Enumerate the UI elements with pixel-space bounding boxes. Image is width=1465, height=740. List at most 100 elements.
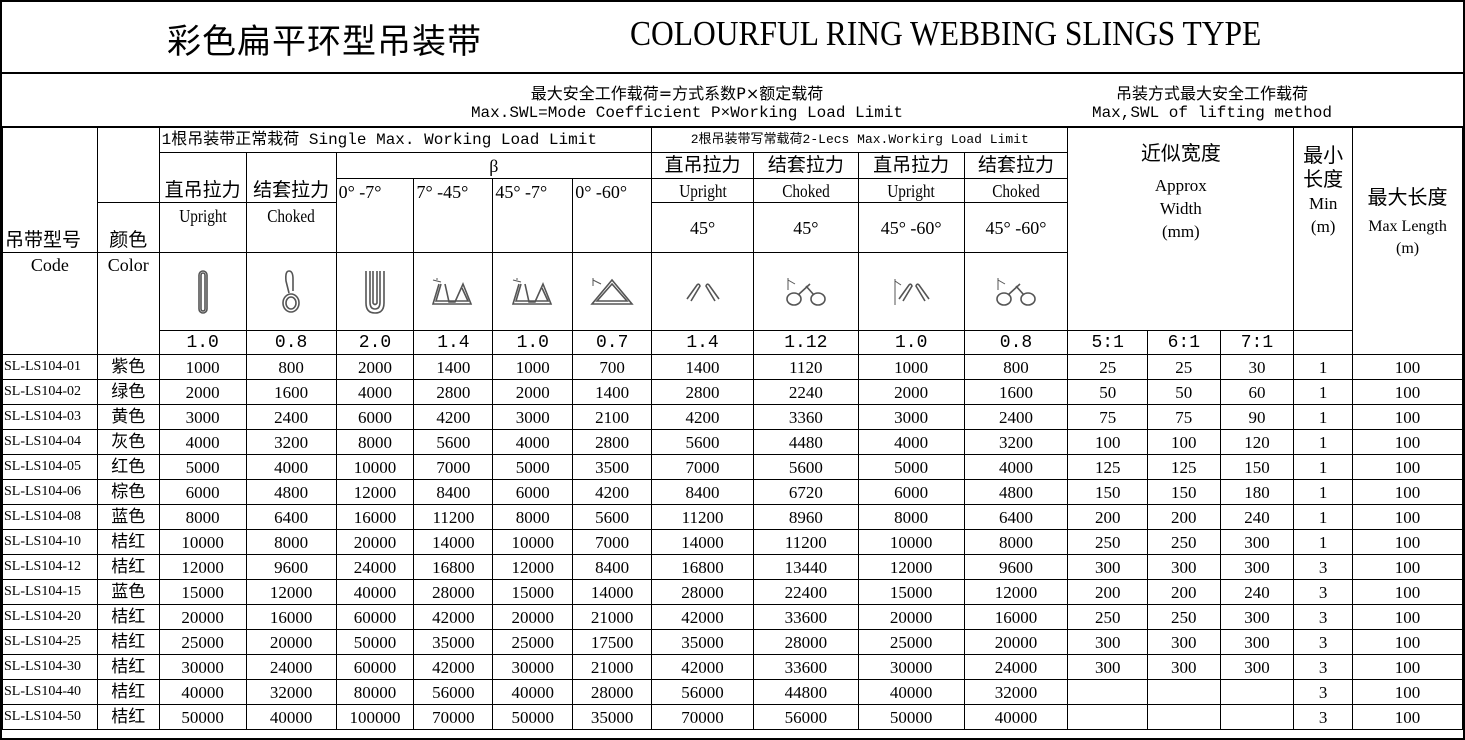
cell-beta-0-60: 8400 [572,554,653,580]
cell-beta-0-60: 4200 [572,479,653,505]
diagram-cell [245,252,337,331]
cell-two-upright-45-60: 40000 [857,679,965,705]
cell-beta-0-60: 2100 [572,404,653,430]
cell-min-length: 1 [1293,404,1354,430]
cell-width-7-1: 300 [1219,529,1295,555]
cell-min-length: 1 [1293,354,1354,380]
mode-coefficient: 1.0 [857,330,965,355]
cell-width-7-1: 30 [1219,354,1295,380]
cell-width-7-1: 60 [1219,379,1295,405]
cell-two-choked-45: 56000 [752,704,859,730]
cell-single-upright: 20000 [158,604,247,630]
cell-single-upright: 50000 [158,704,247,730]
cell-code: SL-LS104-05 [2,454,98,480]
cell-two-upright-45: 11200 [651,504,754,530]
table-row: SL-LS104-08 蓝色 8000 6400 16000 11200 8000 5600 1… [2,504,1463,530]
min-en: Min [1309,194,1338,213]
cell-beta-7-45: 42000 [413,654,494,680]
cell-two-upright-45-60: 15000 [857,579,965,605]
cell-beta-0-60: 3500 [572,454,653,480]
choked-loop-icon [247,269,335,315]
cell-width-6-1: 300 [1146,654,1221,680]
cell-beta-45-7: 40000 [492,679,574,705]
cell-two-upright-45: 42000 [651,654,754,680]
title-cn: 彩色扁平环型吊装带 [167,22,482,62]
cell-two-upright-45: 16800 [651,554,754,580]
cell-two-upright-45: 7000 [651,454,754,480]
cell-width-6-1: 150 [1146,479,1221,505]
min-cn1: 最小 [1303,143,1344,167]
cell-single-choked: 4800 [245,479,337,505]
table-row: SL-LS104-20 桔红 20000 16000 60000 42000 20000 21… [2,604,1463,630]
two-upright-cn: 直吊拉力 [651,152,754,179]
cell-width-5-1: 250 [1067,529,1148,555]
cell-single-choked: 32000 [245,679,337,705]
cell-beta-45-7: 30000 [492,654,574,680]
cell-two-choked-45-60: 800 [963,354,1069,380]
upright-loop-icon [160,269,245,315]
cell-width-7-1: 300 [1219,554,1295,580]
max-length-header: 最大长度 Max Length (m) [1352,126,1463,355]
cell-beta-0-60: 14000 [572,579,653,605]
cell-min-length: 3 [1293,704,1354,730]
width-cn: 近似宽度 [1140,141,1221,165]
cell-min-length: 1 [1293,379,1354,405]
cell-two-upright-45: 70000 [651,704,754,730]
cell-single-upright: 12000 [158,554,247,580]
mode-coefficient: 1.0 [492,330,574,355]
cell-code: SL-LS104-10 [2,529,98,555]
table-row: SL-LS104-10 桔红 10000 8000 20000 14000 10000 700… [2,529,1463,555]
cell-max-length: 100 [1352,379,1463,405]
table-row: SL-LS104-15 蓝色 15000 12000 40000 28000 15000 14… [2,579,1463,605]
cell-single-choked: 2400 [245,404,337,430]
title-bar: 彩色扁平环型吊装带 COLOURFUL RING WEBBING SLINGS … [2,2,1463,74]
table-row: SL-LS104-04 灰色 4000 3200 8000 5600 4000 2800 560… [2,429,1463,455]
cell-two-upright-45-60: 4000 [857,429,965,455]
cell-beta-0-60: 5600 [572,504,653,530]
two-angle-1: 45° [651,202,754,253]
color-header-cn: 颜色 [96,202,160,253]
cell-color: 桔红 [96,679,160,705]
cell-two-upright-45-60: 2000 [857,379,965,405]
cell-single-upright: 3000 [158,404,247,430]
min-length-blank [1293,330,1354,355]
cell-width-5-1: 75 [1067,404,1148,430]
cell-color: 紫色 [96,354,160,380]
single-choked-en: Choked [245,202,337,253]
cell-two-choked-45-60: 16000 [963,604,1069,630]
two-upright-en: Upright [651,178,754,203]
cell-color: 棕色 [96,479,160,505]
cell-color: 桔红 [96,704,160,730]
cell-two-upright-45: 42000 [651,604,754,630]
cell-two-choked-45: 28000 [752,629,859,655]
mode-coefficient: 0.7 [572,330,653,355]
two-upright-angle-en: Upright [857,178,965,203]
cell-max-length: 100 [1352,654,1463,680]
cell-max-length: 100 [1352,354,1463,380]
cell-beta-0-7: 10000 [335,454,415,480]
cell-beta-0-60: 2800 [572,429,653,455]
cell-beta-0-7: 4000 [335,379,415,405]
cell-two-upright-45-60: 10000 [857,529,965,555]
single-choked-cn: 结套拉力 [245,152,337,203]
cell-single-choked: 1600 [245,379,337,405]
cell-two-choked-45-60: 6400 [963,504,1069,530]
cell-two-upright-45: 5600 [651,429,754,455]
basket-u-icon [337,269,413,315]
cell-beta-0-7: 2000 [335,354,415,380]
cell-beta-7-45: 14000 [413,529,494,555]
cell-max-length: 100 [1352,629,1463,655]
single-section-header: 1根吊装带正常栽荷 Single Max. Working Load Limit [158,126,653,153]
cell-two-choked-45-60: 2400 [963,404,1069,430]
cell-single-choked: 800 [245,354,337,380]
cell-beta-0-7: 24000 [335,554,415,580]
cell-beta-45-7: 8000 [492,504,574,530]
cell-two-choked-45-60: 40000 [963,704,1069,730]
table-row: SL-LS104-40 桔红 40000 32000 80000 56000 40000 28… [2,679,1463,705]
cell-beta-45-7: 25000 [492,629,574,655]
cell-single-choked: 8000 [245,529,337,555]
cell-width-5-1: 250 [1067,604,1148,630]
cell-two-upright-45-60: 30000 [857,654,965,680]
cell-two-choked-45: 3360 [752,404,859,430]
cell-two-upright-45-60: 5000 [857,454,965,480]
